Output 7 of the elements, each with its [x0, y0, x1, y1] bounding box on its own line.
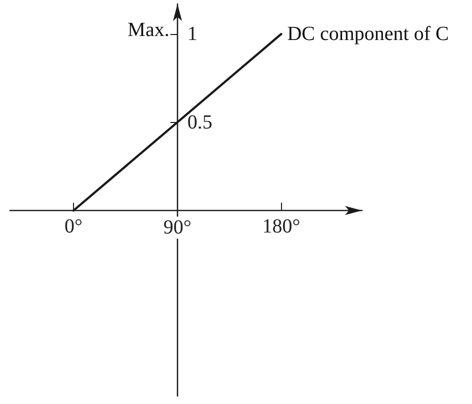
x-tick-label: 0°	[64, 216, 82, 238]
y-tick-label: 1	[187, 23, 198, 46]
series-label: DC component of C	[287, 23, 449, 46]
y-tick-label: 0.5	[187, 111, 212, 134]
annotation: Max.	[128, 19, 170, 42]
x-tick-label: 90°	[163, 216, 192, 239]
x-tick-label: 180°	[262, 216, 300, 238]
